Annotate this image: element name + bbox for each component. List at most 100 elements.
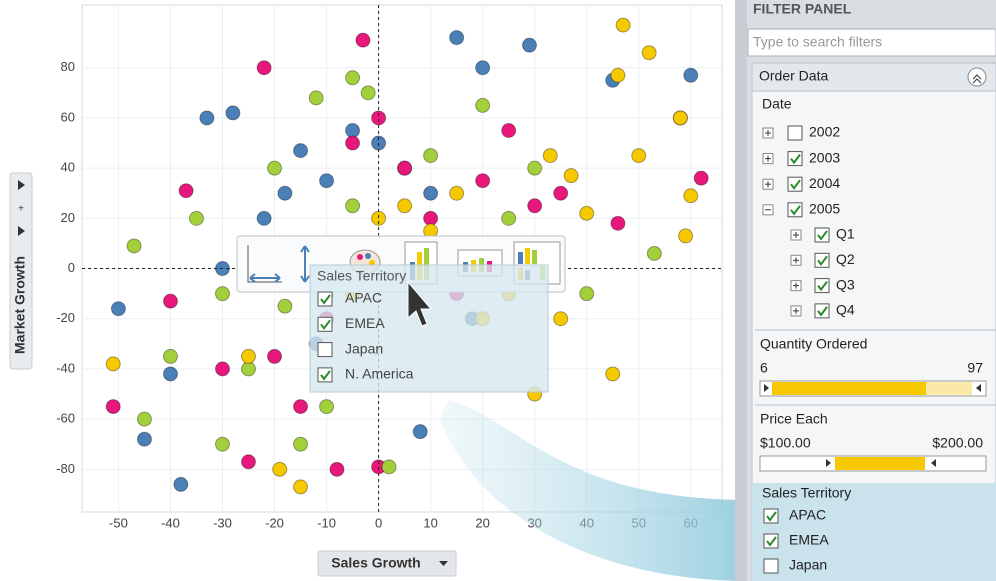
collapse-button[interactable]: [967, 67, 987, 87]
x-axis-selector[interactable]: [317, 550, 457, 577]
point: [678, 228, 694, 244]
add-button[interactable]: +: [18, 204, 24, 215]
point: [683, 188, 699, 204]
point: [397, 160, 413, 176]
point: [199, 110, 215, 126]
point: [646, 245, 662, 261]
point: [423, 210, 439, 226]
section-header[interactable]: [751, 62, 996, 92]
collapse-icon: [972, 74, 982, 84]
quarter-checkbox[interactable]: [814, 252, 830, 268]
expand-button[interactable]: [18, 180, 25, 190]
vertical-axis-icon[interactable]: [300, 245, 310, 283]
point: [355, 32, 371, 48]
point: [610, 215, 626, 231]
year-checkbox[interactable]: [787, 151, 803, 167]
search-box[interactable]: [747, 28, 996, 57]
point: [277, 185, 293, 201]
date-label: Date: [762, 96, 792, 112]
year-label: 2005: [809, 201, 840, 217]
y-axis-label[interactable]: Market Growth: [12, 256, 28, 354]
point: [241, 348, 257, 364]
point: [241, 454, 257, 470]
year-label: 2002: [809, 124, 840, 140]
point: [423, 148, 439, 164]
point: [345, 135, 361, 151]
point: [136, 431, 152, 447]
quarter-checkbox[interactable]: [814, 303, 830, 319]
quarter-checkbox[interactable]: [814, 227, 830, 243]
y-tick-label: -40: [56, 360, 75, 375]
popup-checkbox-check: [320, 294, 331, 305]
year-checkbox-check: [790, 205, 801, 216]
y-axis-strip: [9, 172, 33, 370]
popup-item-label: EMEA: [345, 315, 385, 331]
axis-icon[interactable]: [247, 245, 282, 283]
point: [308, 90, 324, 106]
point: [683, 67, 699, 83]
point: [293, 436, 309, 452]
point: [553, 311, 569, 327]
territory-item-label: EMEA: [789, 532, 829, 548]
quarter-checkbox[interactable]: [814, 278, 830, 294]
territory-checkbox[interactable]: [763, 508, 779, 524]
popup-checkbox-check: [320, 319, 331, 330]
quantity-label: Quantity Ordered: [760, 336, 867, 352]
popup-checkbox[interactable]: [317, 316, 333, 332]
price-label: Price Each: [760, 411, 828, 427]
point: [319, 173, 335, 189]
quarter-checkbox-check: [817, 255, 828, 266]
filter-panel: FILTER PANEL Type to search filters Orde…: [735, 0, 996, 581]
point: [553, 185, 569, 201]
territory-checkbox[interactable]: [763, 533, 779, 549]
cursor: [407, 280, 433, 327]
popup-item-label: APAC: [345, 290, 382, 306]
x-axis-label[interactable]: Sales Growth: [331, 555, 420, 571]
popup-checkbox[interactable]: [317, 342, 333, 358]
year-checkbox[interactable]: [787, 202, 803, 218]
point: [475, 97, 491, 113]
y-tick-label: -80: [56, 461, 75, 476]
point: [105, 399, 121, 415]
quarter-checkbox-check: [817, 230, 828, 241]
year-label: 2003: [809, 149, 840, 165]
quantity-range[interactable]: [772, 382, 926, 395]
popup-items: APAC EMEA Japan N. America: [317, 290, 414, 383]
point: [381, 459, 397, 475]
point: [214, 361, 230, 377]
search-placeholder[interactable]: Type to search filters: [753, 34, 882, 50]
x-tick-label: -40: [161, 515, 180, 530]
point: [579, 205, 595, 221]
point: [293, 399, 309, 415]
x-tick-label: -10: [317, 515, 336, 530]
popup-checkbox[interactable]: [317, 291, 333, 307]
popup-item-label: N. America: [345, 366, 414, 382]
panel-splitter: [735, 0, 747, 581]
year-checkbox[interactable]: [787, 125, 803, 141]
axis-menu-button[interactable]: [18, 226, 25, 236]
point: [345, 198, 361, 214]
point: [542, 148, 558, 164]
dropdown-arrow[interactable]: [439, 561, 448, 566]
year-checkbox[interactable]: [787, 176, 803, 192]
popup-checkbox-check: [320, 370, 331, 381]
territory-item-label: APAC: [789, 507, 826, 523]
point: [360, 85, 376, 101]
point: [527, 198, 543, 214]
point: [110, 301, 126, 317]
point: [412, 424, 428, 440]
point: [345, 70, 361, 86]
price-range[interactable]: [835, 457, 925, 470]
y-tick-label: 20: [61, 210, 75, 225]
point: [162, 348, 178, 364]
point: [214, 286, 230, 302]
x-tick-label: -30: [213, 515, 232, 530]
y-tick-label: 40: [61, 160, 75, 175]
x-tick-label: 0: [375, 515, 382, 530]
point: [267, 348, 283, 364]
point: [605, 366, 621, 382]
popup-checkbox[interactable]: [317, 367, 333, 383]
territory-checkbox[interactable]: [763, 558, 779, 574]
quarter-label: Q4: [836, 302, 855, 318]
